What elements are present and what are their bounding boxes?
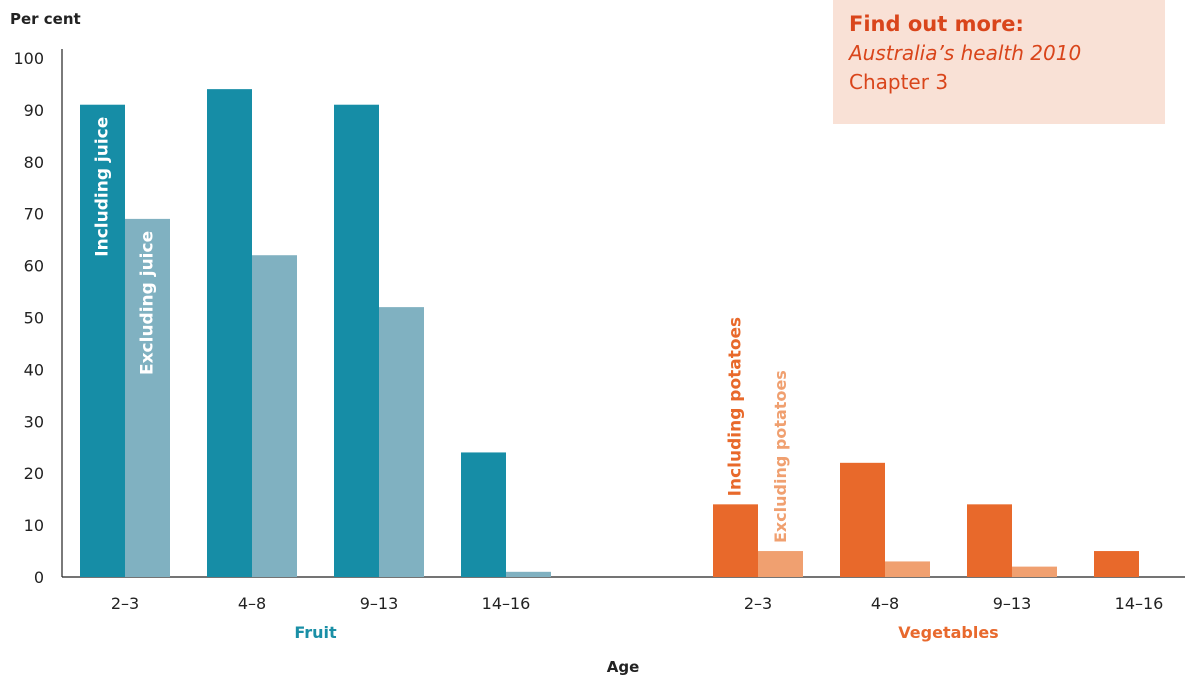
callout-publication-link[interactable]: Australia’s health 2010 xyxy=(849,41,1082,65)
x-axis-label: Age xyxy=(607,658,640,676)
bar-fruit-excluding-juice-3 xyxy=(506,571,551,577)
y-tick-label: 90 xyxy=(24,101,44,120)
bar-fruit-including-juice-3 xyxy=(461,452,506,577)
group-label-vegetables: Vegetables xyxy=(898,623,998,642)
series-label-excluding-potatoes: Excluding potatoes xyxy=(771,370,790,543)
callout-title: Find out more: xyxy=(849,12,1024,36)
bar-vegetables-including-potatoes-2 xyxy=(967,504,1012,577)
bar-fruit-including-juice-0 xyxy=(80,104,125,578)
y-tick-label: 40 xyxy=(24,360,44,379)
y-axis-ticks: 0 10 20 30 40 50 60 70 80 90 100 xyxy=(13,49,44,587)
y-tick-label: 30 xyxy=(24,412,44,431)
series-labels: Including juice Excluding juice Including … xyxy=(93,117,791,543)
y-tick-label: 10 xyxy=(24,516,44,535)
bar-fruit-excluding-juice-0 xyxy=(125,218,170,577)
series-label-excluding-juice: Excluding juice xyxy=(138,231,158,375)
bar-vegetables-excluding-potatoes-0 xyxy=(758,551,803,577)
bar-fruit-including-juice-2 xyxy=(334,104,379,578)
y-tick-label: 20 xyxy=(24,464,44,483)
x-axis-ticks: 2–3 4–8 9–13 14–16 2–3 4–8 9–13 14–16 xyxy=(111,594,1164,613)
bar-vegetables-including-potatoes-1 xyxy=(840,462,885,577)
callout-chapter: Chapter 3 xyxy=(849,70,949,94)
series-label-including-potatoes: Including potatoes xyxy=(726,317,746,497)
bar-vegetables-including-potatoes-0 xyxy=(713,504,758,577)
find-out-more-callout: Find out more: Australia’s health 2010 C… xyxy=(833,0,1165,124)
bar-vegetables-excluding-potatoes-1 xyxy=(885,561,930,577)
x-tick-label: 4–8 xyxy=(238,594,266,613)
x-tick-label: 14–16 xyxy=(1115,594,1164,613)
x-tick-label: 2–3 xyxy=(111,594,139,613)
x-tick-label: 2–3 xyxy=(744,594,772,613)
group-label-fruit: Fruit xyxy=(294,623,337,642)
y-tick-label: 80 xyxy=(24,153,44,172)
bars xyxy=(80,89,1139,578)
y-tick-label: 70 xyxy=(24,205,44,224)
bar-fruit-excluding-juice-1 xyxy=(252,255,297,577)
bar-vegetables-including-potatoes-3 xyxy=(1094,551,1139,577)
y-tick-label: 0 xyxy=(34,568,44,587)
y-axis-label: Per cent xyxy=(10,10,81,28)
bar-fruit-including-juice-1 xyxy=(207,89,252,577)
series-label-including-juice: Including juice xyxy=(93,117,113,257)
x-tick-label: 14–16 xyxy=(482,594,531,613)
bar-vegetables-excluding-potatoes-2 xyxy=(1012,566,1057,577)
x-tick-label: 4–8 xyxy=(871,594,899,613)
x-tick-label: 9–13 xyxy=(360,594,399,613)
y-tick-label: 60 xyxy=(24,257,44,276)
y-tick-label: 100 xyxy=(13,49,44,68)
group-labels: Fruit Vegetables xyxy=(294,623,998,642)
bar-fruit-excluding-juice-2 xyxy=(379,307,424,577)
x-tick-label: 9–13 xyxy=(993,594,1032,613)
y-tick-label: 50 xyxy=(24,309,44,328)
